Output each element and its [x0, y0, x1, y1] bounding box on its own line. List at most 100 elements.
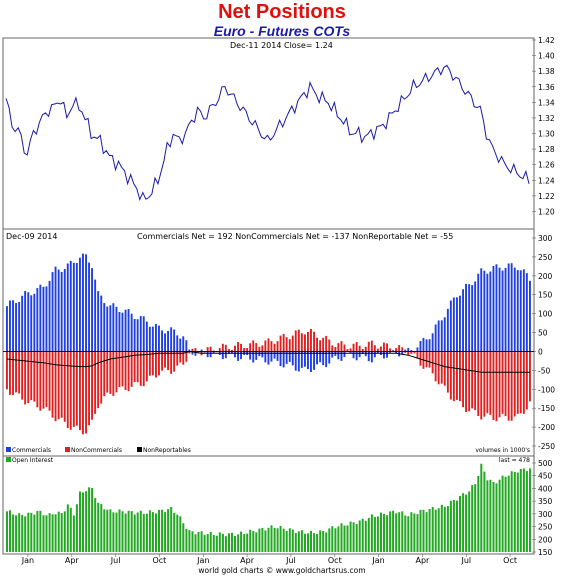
- net-bar-commercials: [449, 300, 452, 352]
- net-bar-noncommercials: [209, 346, 212, 352]
- net-bar-noncommercials: [501, 351, 504, 414]
- net-bar-noncommercials: [361, 349, 364, 352]
- y-tick-label: 300: [538, 234, 553, 243]
- net-bar-commercials: [522, 269, 525, 352]
- oi-bar: [395, 513, 398, 552]
- oi-bar: [383, 513, 385, 552]
- oi-bar: [304, 533, 306, 552]
- net-bar-noncommercials: [221, 343, 224, 352]
- net-bar-noncommercials: [109, 351, 112, 394]
- net-bar-commercials: [386, 351, 388, 358]
- y-tick-label: -200: [538, 423, 555, 432]
- net-bar-commercials: [176, 335, 179, 352]
- net-bar-noncommercials: [115, 351, 118, 393]
- net-bar-noncommercials: [504, 351, 507, 417]
- net-bar-noncommercials: [398, 345, 401, 352]
- net-bar-noncommercials: [103, 351, 106, 397]
- net-bar-noncommercials: [218, 348, 221, 352]
- net-bar-commercials: [300, 351, 303, 368]
- y-tick-label: -250: [538, 442, 555, 451]
- oi-bar: [203, 534, 206, 552]
- net-bar-commercials: [63, 268, 66, 352]
- oi-bar: [106, 509, 109, 552]
- net-bar-commercials: [57, 269, 60, 352]
- net-bar-noncommercials: [100, 351, 103, 404]
- net-bar-commercials: [155, 324, 157, 352]
- net-bar-noncommercials: [42, 351, 45, 409]
- net-bar-commercials: [234, 351, 236, 358]
- net-bar-noncommercials: [322, 337, 325, 352]
- net-y-axis: 300 250 200 150 100 50 0 -50 -100 -150 -200 -250: [532, 234, 555, 451]
- net-bar-noncommercials: [443, 351, 446, 386]
- oi-bar: [191, 531, 194, 552]
- net-bar-noncommercials: [231, 349, 233, 352]
- net-bar-commercials: [60, 272, 63, 352]
- net-bar-noncommercials: [383, 342, 385, 352]
- oi-bar: [176, 514, 179, 552]
- net-bar-commercials: [66, 263, 69, 352]
- net-bar-commercials: [519, 270, 522, 352]
- oi-bar: [264, 530, 267, 552]
- oi-bar: [188, 530, 191, 552]
- oi-bar: [456, 500, 458, 552]
- net-bar-noncommercials: [142, 351, 145, 387]
- net-bar-commercials: [431, 333, 434, 352]
- oi-bar: [325, 532, 328, 552]
- y-tick-label: 1.30: [538, 130, 555, 139]
- oi-bar: [130, 511, 133, 552]
- oi-bar: [185, 528, 188, 552]
- y-tick-label: 250: [538, 523, 553, 532]
- net-bar-commercials: [258, 351, 261, 357]
- net-bar-noncommercials: [36, 351, 39, 408]
- net-bar-noncommercials: [310, 329, 312, 352]
- oi-bar: [310, 530, 312, 552]
- oi-bar: [173, 512, 176, 552]
- net-bar-noncommercials: [270, 341, 273, 352]
- net-bar-commercials: [39, 284, 42, 352]
- net-bar-commercials: [112, 303, 115, 352]
- x-tick-label: Jul: [110, 556, 121, 565]
- oi-bar: [510, 471, 513, 552]
- net-bar-noncommercials: [355, 342, 358, 352]
- oi-bar: [91, 488, 94, 552]
- net-bar-commercials: [206, 351, 209, 358]
- oi-bar: [246, 533, 249, 552]
- oi-bar: [465, 494, 468, 552]
- net-bar-commercials: [294, 351, 297, 371]
- net-bar-noncommercials: [139, 351, 142, 386]
- y-tick-label: 1.28: [538, 145, 555, 154]
- net-bar-noncommercials: [291, 335, 294, 352]
- net-bar-commercials: [21, 295, 24, 352]
- net-bar-commercials: [36, 288, 39, 352]
- net-bar-commercials: [237, 351, 239, 361]
- net-bar-noncommercials: [167, 351, 169, 371]
- y-tick-label: 300: [538, 510, 553, 519]
- net-bar-commercials: [273, 351, 276, 359]
- net-bar-noncommercials: [413, 351, 416, 354]
- oi-bar: [88, 487, 91, 552]
- oi-bar: [179, 516, 182, 552]
- net-bar-commercials: [282, 351, 285, 368]
- net-bar-commercials: [142, 316, 145, 352]
- net-bar-commercials: [367, 351, 370, 362]
- oi-bar: [170, 507, 173, 552]
- oi-bar: [39, 510, 42, 552]
- oi-bar: [331, 526, 334, 552]
- net-bar-noncommercials: [440, 351, 443, 384]
- oi-bar: [273, 527, 276, 552]
- net-bar-commercials: [115, 306, 118, 352]
- oi-bar: [240, 531, 243, 552]
- oi-bar: [161, 509, 164, 552]
- net-bar-commercials: [459, 295, 461, 352]
- oi-bar: [139, 510, 142, 552]
- net-bar-noncommercials: [240, 343, 242, 352]
- net-bar-noncommercials: [352, 343, 355, 352]
- net-bar-commercials: [325, 351, 328, 368]
- net-bar-commercials: [304, 351, 306, 367]
- net-bar-noncommercials: [380, 346, 382, 352]
- net-bar-commercials: [118, 312, 121, 352]
- net-bar-noncommercials: [127, 351, 130, 392]
- net-bar-commercials: [267, 351, 270, 365]
- oi-bar: [212, 535, 215, 552]
